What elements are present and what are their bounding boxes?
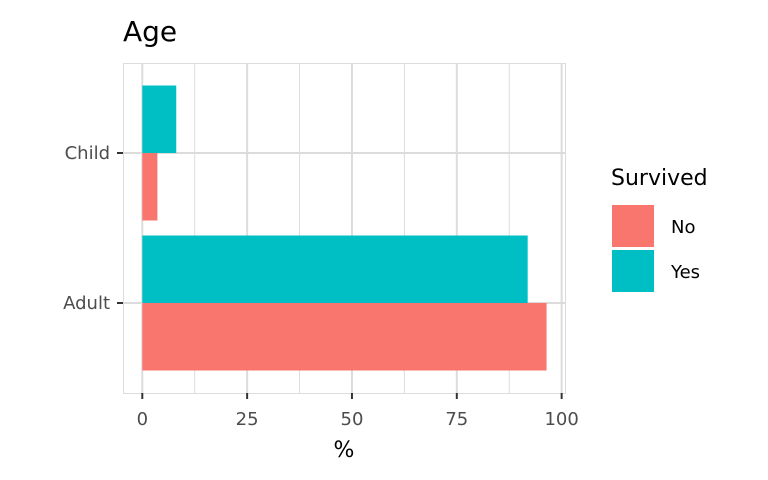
legend-label-yes: Yes (670, 262, 700, 283)
x-axis-title: % (334, 438, 355, 463)
bars (142, 85, 547, 371)
legend: Survived No Yes (611, 166, 708, 292)
y-axis: Child Adult (63, 143, 123, 314)
y-tick-label: Adult (63, 293, 110, 314)
legend-title: Survived (611, 166, 708, 191)
x-tick-label: 0 (137, 409, 148, 430)
x-axis: 0 25 50 75 100 (137, 393, 579, 430)
bar-yes-adult (142, 235, 528, 303)
x-tick-label: 25 (236, 409, 259, 430)
legend-key-yes (612, 250, 654, 292)
bar-no-child (142, 153, 158, 221)
bar-yes-child (142, 85, 177, 153)
bar-no-adult (142, 303, 547, 371)
y-tick-label: Child (65, 143, 110, 164)
legend-key-no (612, 205, 654, 247)
plot-panel (123, 63, 566, 394)
x-tick-label: 100 (544, 409, 578, 430)
x-tick-label: 75 (445, 409, 468, 430)
x-tick-label: 50 (341, 409, 364, 430)
chart-title: Age (123, 15, 177, 48)
legend-label-no: No (671, 217, 695, 238)
legend-entries: No Yes (612, 205, 700, 292)
